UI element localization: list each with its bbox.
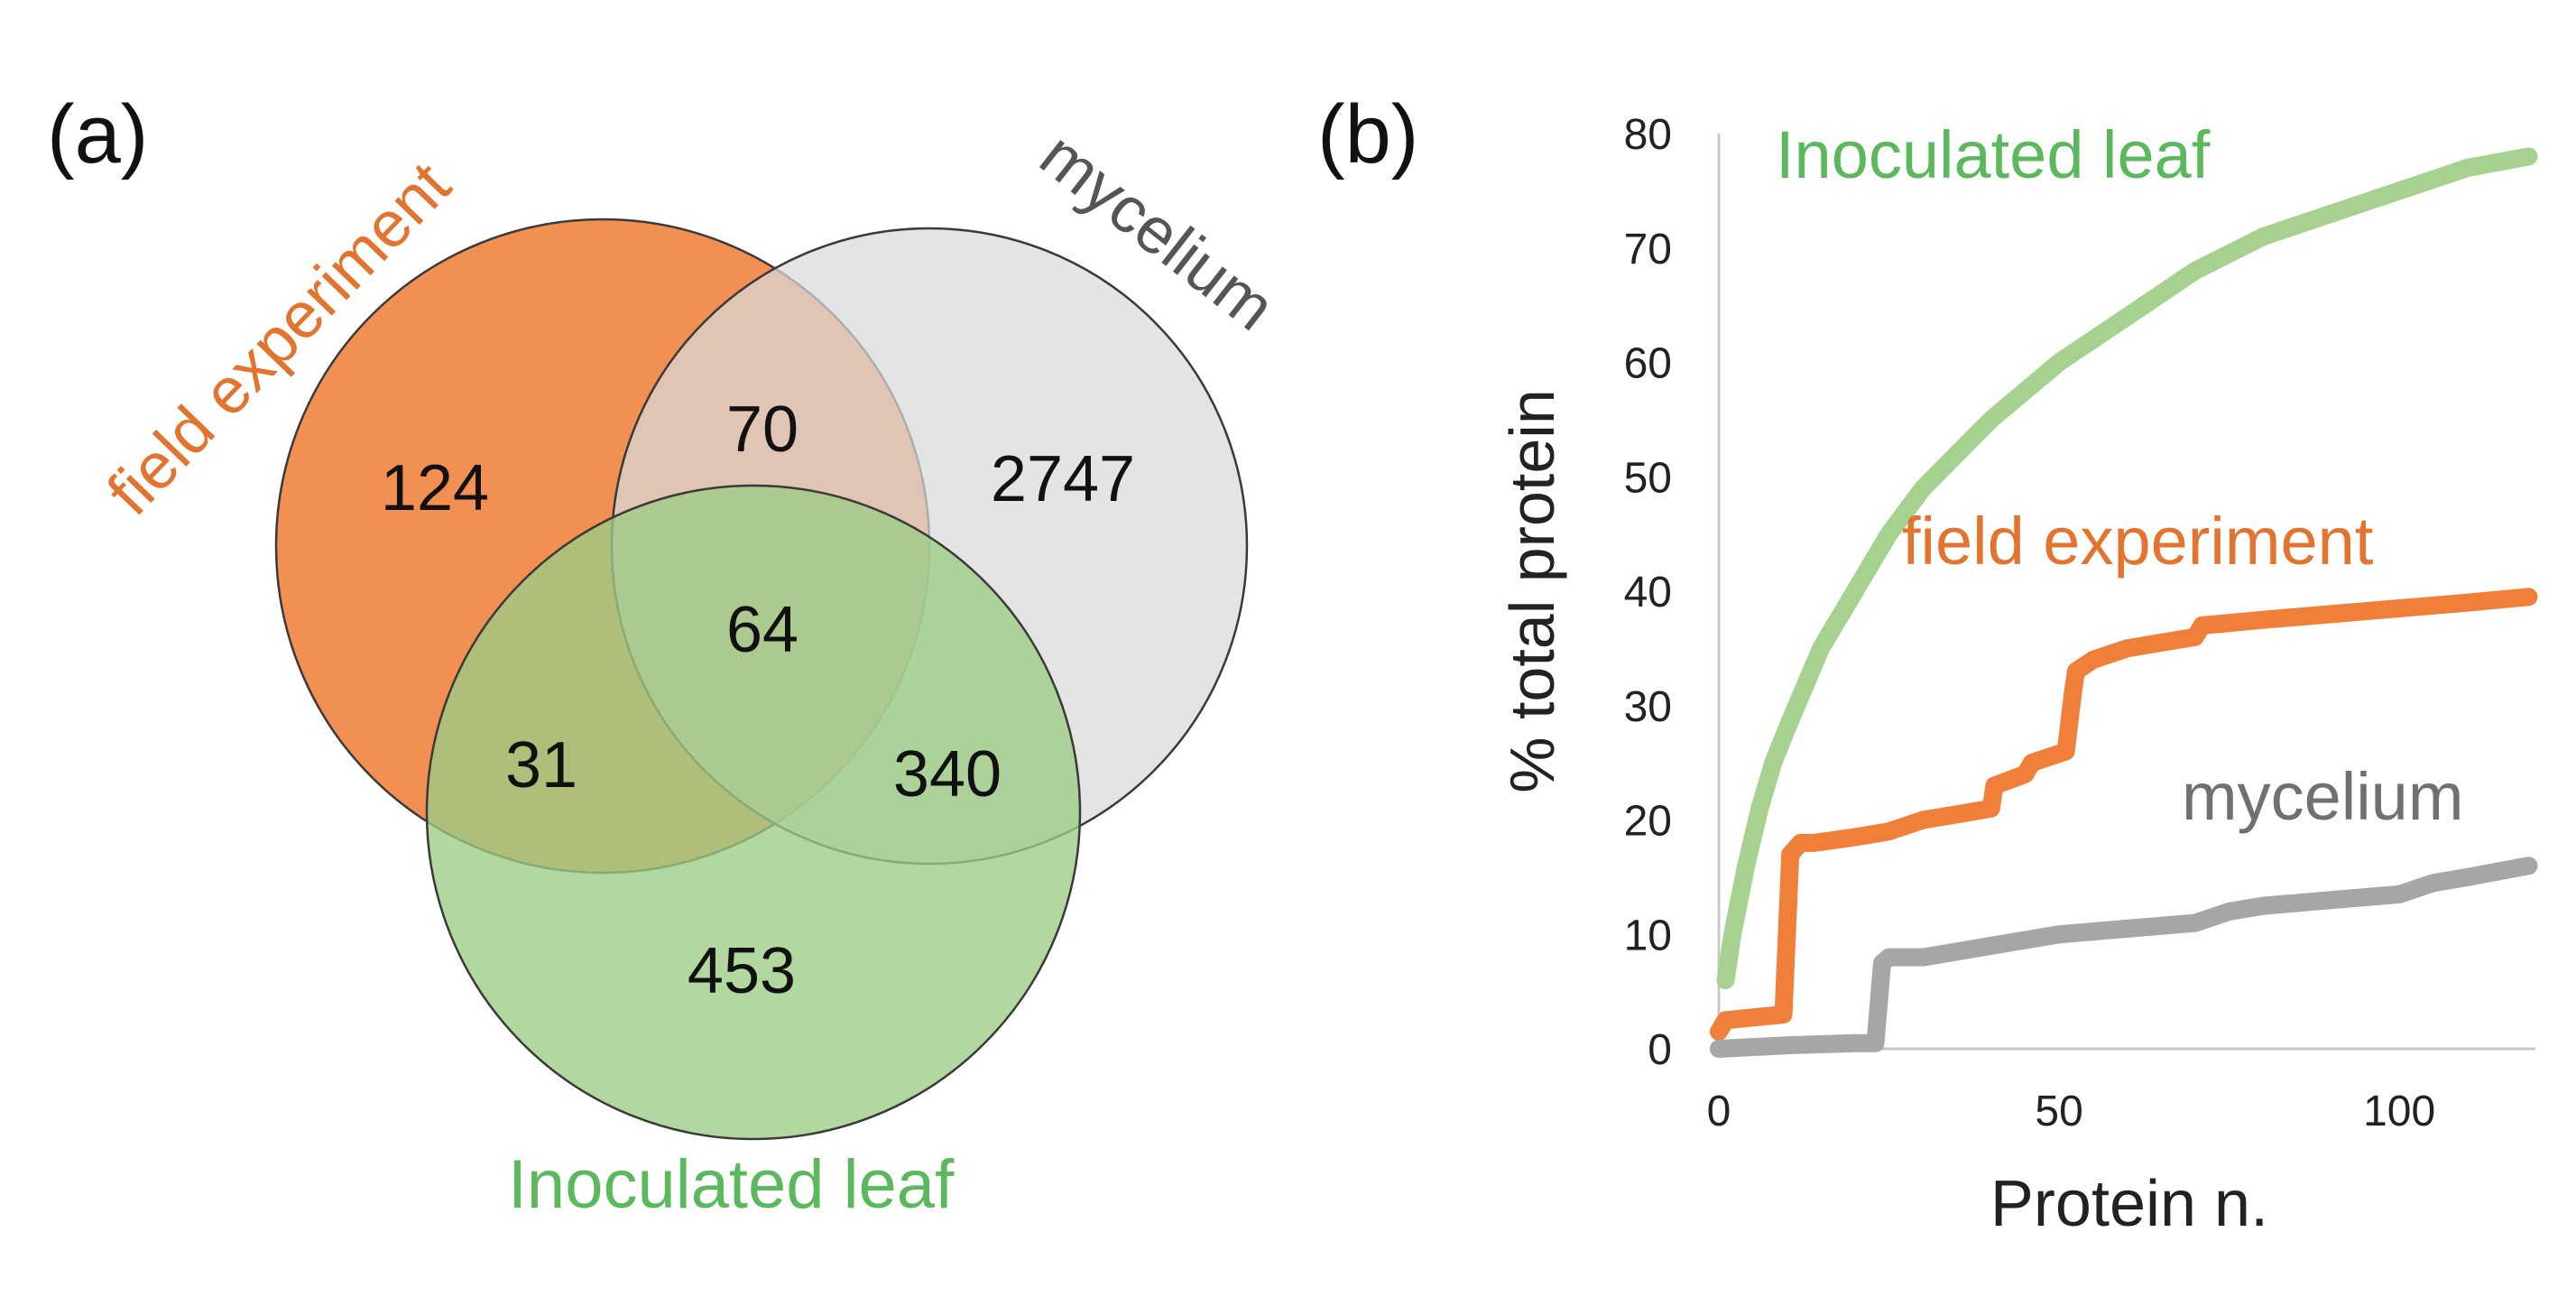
series-lines [1710, 147, 2538, 1058]
count-leaf-only: 453 [688, 935, 796, 1007]
y-axis-title: % total protein [1497, 389, 1567, 792]
series-line-inoculated-leaf [1716, 147, 2538, 989]
x-tick-label: 100 [2363, 1088, 2435, 1135]
y-tick-label: 50 [1624, 454, 1672, 502]
y-tick-label: 60 [1624, 340, 1672, 388]
venn-circle-inoculated-leaf [425, 484, 1082, 1141]
y-tick-label: 70 [1624, 226, 1672, 273]
count-all-three: 64 [726, 594, 799, 666]
y-tick-label: 80 [1624, 111, 1672, 159]
count-field-only: 124 [381, 452, 489, 524]
count-field-leaf: 31 [505, 729, 577, 801]
x-tick-label: 0 [1707, 1088, 1731, 1135]
panel-a-label: (a) [47, 88, 148, 181]
series-line-field-experiment [1710, 588, 2538, 1041]
count-mycelium-only: 2747 [991, 443, 1135, 515]
venn-region-counts: 124 70 2747 64 31 340 453 [381, 394, 1135, 1007]
count-mycelium-leaf: 340 [893, 738, 1002, 811]
line-chart-panel: (b) 0 10 20 30 40 50 60 70 80 0 50 100 % total pro… [1317, 88, 2538, 1240]
x-axis-title: Protein n. [1990, 1168, 2268, 1240]
y-tick-labels: 0 10 20 30 40 50 60 70 80 [1624, 111, 1672, 1074]
x-tick-label: 50 [2035, 1088, 2082, 1135]
y-tick-label: 0 [1648, 1026, 1672, 1074]
series-label-field-experiment: field experiment [1902, 504, 2374, 579]
y-tick-label: 30 [1624, 683, 1672, 731]
line-chart-axes [1717, 134, 2535, 1051]
venn-panel: (a) field experiment mycelium Inoculated… [47, 88, 1288, 1223]
panel-b-label: (b) [1317, 88, 1418, 181]
x-tick-labels: 0 50 100 [1707, 1088, 2436, 1135]
series-label-inoculated-leaf: Inoculated leaf [1776, 117, 2211, 192]
series-label-mycelium: mycelium [2182, 759, 2463, 834]
venn-circles [274, 218, 1249, 1141]
series-line-mycelium [1710, 857, 2538, 1058]
count-field-mycelium: 70 [726, 394, 799, 466]
set-label-inoculated-leaf: Inoculated leaf [508, 1146, 955, 1223]
y-tick-label: 40 [1624, 569, 1672, 616]
y-tick-label: 20 [1624, 798, 1672, 846]
y-tick-label: 10 [1624, 912, 1672, 959]
